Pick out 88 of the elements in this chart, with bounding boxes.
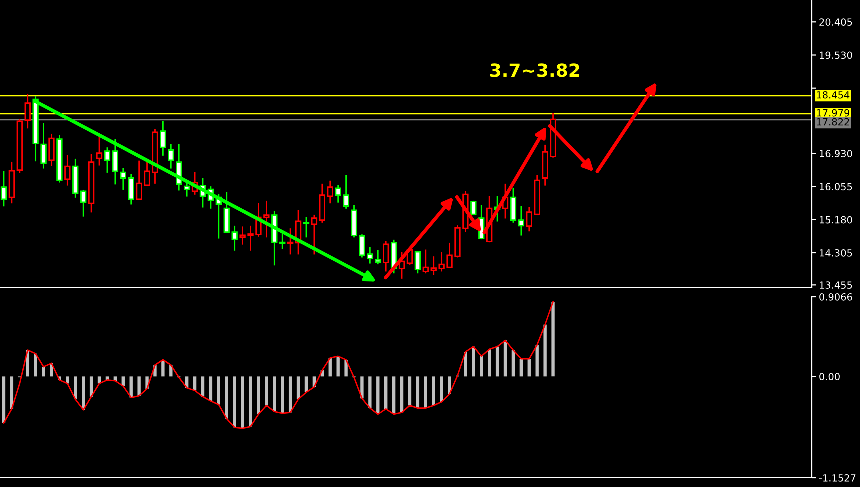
bar: [273, 376, 276, 412]
bar: [304, 376, 308, 393]
candlestick: [414, 250, 422, 274]
bar: [249, 376, 252, 427]
bar: [209, 376, 213, 402]
candlestick: [287, 228, 294, 256]
bar: [400, 376, 404, 413]
bar: [233, 376, 236, 428]
bar: [2, 376, 6, 424]
candlestick: [104, 146, 111, 174]
bar: [536, 345, 539, 377]
candlestick: [470, 200, 477, 216]
bar: [488, 349, 492, 377]
bar: [241, 376, 244, 429]
ref-line-label: 17.822: [817, 118, 850, 126]
candlestick: [327, 180, 334, 204]
bar: [336, 356, 340, 377]
bar: [225, 376, 228, 419]
bar: [528, 359, 531, 377]
bar: [257, 376, 260, 414]
bar: [416, 376, 420, 408]
bar: [201, 376, 205, 397]
y-tick-label: 0.9066: [820, 293, 852, 301]
candlestick: [510, 187, 517, 224]
candlestick: [160, 120, 166, 157]
candlestick: [120, 167, 126, 191]
candlestick: [80, 189, 87, 218]
bar: [512, 350, 516, 377]
candlestick: [64, 154, 71, 187]
candlestick: [224, 192, 230, 234]
candlestick: [48, 133, 55, 167]
bar: [432, 376, 436, 406]
ref-line-label: 17.979: [817, 109, 850, 117]
bar: [217, 376, 221, 405]
candlestick: [526, 206, 532, 232]
y-tick-label: 0.00: [820, 373, 840, 381]
bar: [552, 302, 555, 377]
bar: [480, 356, 484, 377]
bar: [408, 376, 412, 406]
bar: [288, 376, 292, 413]
bar: [34, 354, 38, 377]
candlestick: [232, 225, 238, 252]
bar: [520, 359, 524, 377]
bar: [464, 352, 468, 377]
candlestick: [24, 94, 31, 130]
bar: [544, 324, 547, 377]
candlestick: [303, 216, 310, 238]
y-tick-label: 16.930: [820, 150, 852, 158]
bar: [440, 376, 444, 402]
candlestick: [112, 138, 119, 186]
y-tick-label: 15.180: [820, 216, 852, 224]
bar: [162, 360, 165, 377]
candlestick: [518, 206, 525, 236]
bar: [472, 346, 476, 377]
bar: [424, 376, 428, 408]
bar: [360, 376, 364, 399]
bar: [122, 376, 125, 386]
bar: [138, 376, 141, 396]
line-series: [3, 301, 554, 430]
candlestick: [128, 173, 134, 206]
candlestick: [311, 214, 318, 256]
candlestick: [0, 170, 8, 208]
bar: [193, 376, 197, 391]
candlestick: [96, 136, 103, 166]
bar: [281, 376, 284, 414]
bar: [376, 376, 380, 414]
bar: [42, 367, 46, 377]
candlestick: [422, 249, 429, 274]
bar: [384, 376, 388, 410]
y-tick-label: 14.305: [820, 249, 852, 257]
y-tick-label: 19.530: [820, 52, 852, 60]
bar: [66, 376, 70, 384]
candlestick: [375, 249, 382, 266]
y-tick-label: 13.455: [820, 282, 852, 289]
y-tick-label: 16.055: [820, 183, 852, 191]
y-tick-label: 20.405: [820, 18, 852, 26]
bar: [496, 346, 500, 377]
candlestick: [168, 143, 174, 170]
candlestick: [184, 181, 190, 198]
ref-line-label: 18.454: [817, 91, 850, 99]
y-tick-label: -1.1527: [819, 474, 856, 482]
bar: [368, 376, 372, 408]
bar: [296, 376, 300, 400]
bar: [504, 340, 508, 377]
bar: [392, 376, 396, 414]
annotation: 3.7~3.82: [490, 64, 580, 78]
bar: [265, 376, 268, 406]
candlestick: [383, 240, 390, 272]
